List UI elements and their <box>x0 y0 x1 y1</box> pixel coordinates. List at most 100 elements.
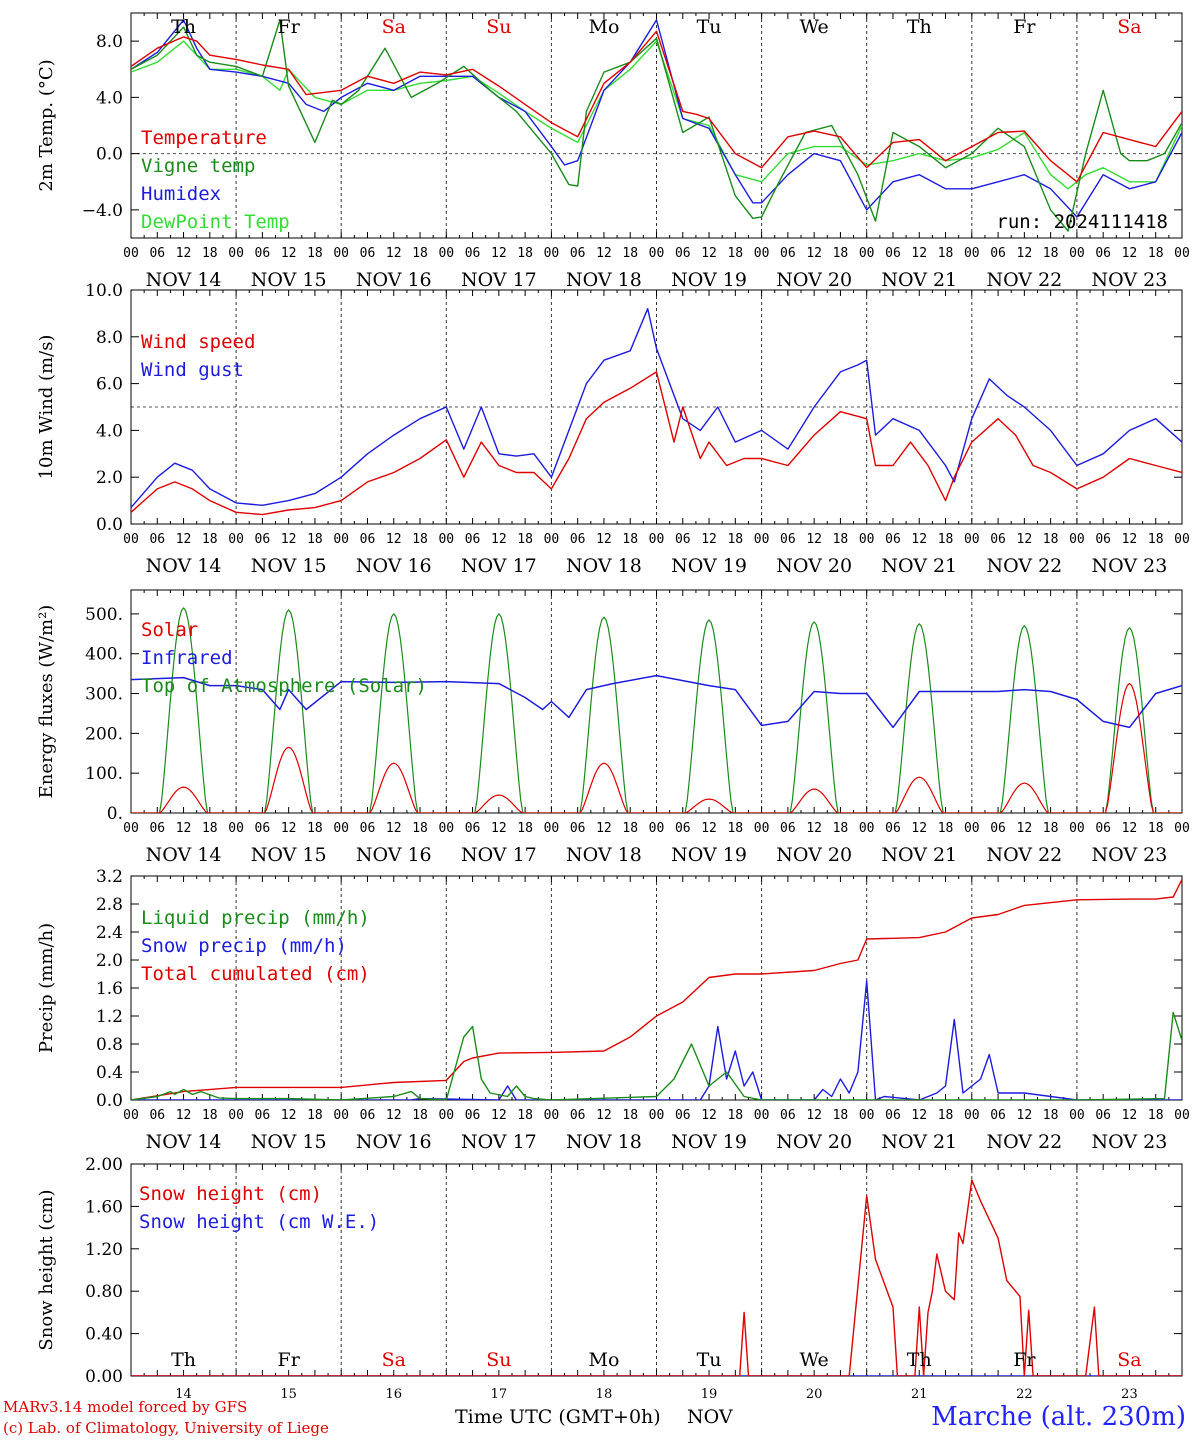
y-tick-label: 0.0 <box>96 145 123 165</box>
x-hour-label: 18 <box>1043 821 1059 836</box>
x-hour-label: 18 <box>412 1108 428 1123</box>
y-tick-label: 400. <box>85 645 123 665</box>
x-date-label: NOV 15 <box>251 1131 327 1153</box>
x-hour-label: 00 <box>1174 532 1190 547</box>
y-tick-label: 1.20 <box>85 1240 123 1260</box>
x-hour-label: 00 <box>859 246 875 261</box>
x-hour-label: 12 <box>386 1108 402 1123</box>
y-tick-label: 500. <box>85 605 123 625</box>
series-group <box>131 607 1182 813</box>
x-hour-label: 06 <box>990 532 1006 547</box>
day-name-label: Tu <box>697 1349 722 1371</box>
x-hour-label: 06 <box>255 532 271 547</box>
x-hour-label: 12 <box>701 1108 717 1123</box>
panel-1: −4.0 0.0 4.0 8.0 2m Temp. (°C) Temperature Vig… <box>36 12 1190 291</box>
x-hour-label: 00 <box>438 821 454 836</box>
panel-3: 0. 100. 200. 300. 400. 500. Energy fluxes (W/m… <box>36 589 1190 866</box>
y-tick-label: 4.0 <box>96 421 123 441</box>
x-hour-label: 12 <box>1122 1108 1138 1123</box>
x-hour-label: 00 <box>123 821 139 836</box>
x-hour-label: 18 <box>517 246 533 261</box>
x-hour-label: 00 <box>228 532 244 547</box>
x-hour-label: 12 <box>176 532 192 547</box>
x-date-label: NOV 22 <box>986 1131 1062 1153</box>
x-hour-label: 12 <box>176 246 192 261</box>
x-hour-label: 12 <box>386 246 402 261</box>
y-tick-label: 8.0 <box>96 328 123 348</box>
x-hour-label: 18 <box>833 1108 849 1123</box>
series-line-2 <box>131 980 1182 1100</box>
y-axis-label: Snow height (cm) <box>36 1189 57 1350</box>
y-tick-label: 6.0 <box>96 375 123 395</box>
x-hour-label: 12 <box>806 246 822 261</box>
day-name-label: Th <box>907 1349 932 1371</box>
x-hour-label: 00 <box>754 1108 770 1123</box>
y-tick-label: 8.0 <box>96 32 123 52</box>
y-tick-label: 200. <box>85 724 123 744</box>
x-hour-label: 18 <box>1148 821 1164 836</box>
x-hour-label: 18 <box>938 1108 954 1123</box>
y-tick-label: 0. <box>107 804 123 824</box>
x-hour-label: 06 <box>990 1108 1006 1123</box>
x-hour-label: 12 <box>596 532 612 547</box>
x-hour-label: 12 <box>911 821 927 836</box>
series-group <box>131 879 1182 1100</box>
x-hour-label: 18 <box>622 532 638 547</box>
x-hour-label: 18 <box>412 532 428 547</box>
y-axis-label: 10m Wind (m/s) <box>36 335 57 480</box>
x-day-number: 23 <box>1121 1387 1138 1402</box>
y-tick-label: 4.0 <box>96 88 123 108</box>
x-hour-label: 00 <box>1174 821 1190 836</box>
x-hour-label: 00 <box>123 532 139 547</box>
x-date-label: NOV 22 <box>986 555 1062 577</box>
x-date-label: NOV 21 <box>881 269 957 291</box>
x-hour-label: 00 <box>228 821 244 836</box>
x-hour-label: 00 <box>1069 821 1085 836</box>
x-day-number: 14 <box>175 1387 192 1402</box>
x-hour-label: 06 <box>465 1108 481 1123</box>
x-hour-label: 06 <box>675 246 691 261</box>
x-hour-label: 18 <box>202 532 218 547</box>
x-hour-label: 12 <box>1122 532 1138 547</box>
x-hour-label: 06 <box>570 1108 586 1123</box>
x-hour-label: 12 <box>701 246 717 261</box>
x-hour-label: 12 <box>281 532 297 547</box>
series-line-4 <box>131 40 1182 190</box>
panel-5: 0.00 0.40 0.80 1.20 1.60 2.00 Snow height (cm)… <box>36 1155 1183 1402</box>
x-hour-label: 00 <box>123 1108 139 1123</box>
x-hour-label: 18 <box>1043 1108 1059 1123</box>
x-hour-label: 06 <box>1095 246 1111 261</box>
x-hour-label: 12 <box>491 821 507 836</box>
x-hour-label: 18 <box>727 532 743 547</box>
x-hour-label: 00 <box>859 821 875 836</box>
x-hour-label: 18 <box>833 532 849 547</box>
x-hour-label: 18 <box>1148 1108 1164 1123</box>
run-annotation: run: 2024111418 <box>996 211 1168 233</box>
x-hour-label: 18 <box>307 1108 323 1123</box>
x-hour-label: 18 <box>833 821 849 836</box>
x-date-label: NOV 22 <box>986 269 1062 291</box>
series-solar-line <box>131 682 1182 813</box>
x-hour-label: 00 <box>649 532 665 547</box>
x-hour-label: 12 <box>281 246 297 261</box>
panel-2: 0.0 2.0 4.0 6.0 8.0 10.0 10m Wind (m/s) Wind sp… <box>36 281 1190 577</box>
x-hour-label: 12 <box>806 821 822 836</box>
x-date-label: NOV 14 <box>146 844 222 866</box>
day-name-label: Mo <box>588 16 619 38</box>
y-tick-label: 3.2 <box>96 867 123 887</box>
x-date-label: NOV 16 <box>356 844 432 866</box>
x-date-label: NOV 23 <box>1092 555 1168 577</box>
day-name-label: Sa <box>1117 1349 1141 1371</box>
x-axis-title: Time UTC (GMT+0h) <box>455 1406 661 1428</box>
day-name-label: Th <box>171 1349 196 1371</box>
day-name-label: Fr <box>1013 16 1036 38</box>
x-date-label: NOV 23 <box>1092 1131 1168 1153</box>
x-date-label: NOV 18 <box>566 555 642 577</box>
x-hour-label: 06 <box>885 1108 901 1123</box>
x-day-number: 17 <box>491 1387 508 1402</box>
day-name-label: Sa <box>1117 16 1141 38</box>
x-hour-label: 06 <box>990 246 1006 261</box>
x-hour-label: 00 <box>228 1108 244 1123</box>
y-axis-label: Precip (mm/h) <box>36 923 57 1053</box>
